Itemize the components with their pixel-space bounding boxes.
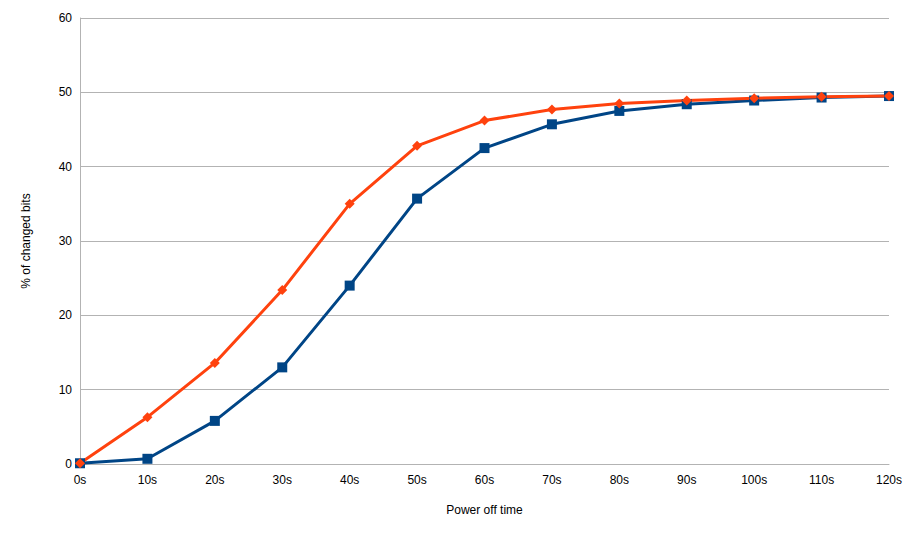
- svg-text:10s: 10s: [138, 473, 157, 487]
- svg-text:100s: 100s: [741, 473, 767, 487]
- svg-text:50s: 50s: [407, 473, 426, 487]
- svg-text:10: 10: [59, 383, 73, 397]
- svg-text:60: 60: [59, 11, 73, 25]
- svg-text:0s: 0s: [74, 473, 87, 487]
- svg-text:20: 20: [59, 308, 73, 322]
- svg-text:80s: 80s: [610, 473, 629, 487]
- svg-text:30s: 30s: [273, 473, 292, 487]
- svg-text:% of changed bits: % of changed bits: [19, 193, 33, 288]
- svg-text:30: 30: [59, 234, 73, 248]
- svg-text:70s: 70s: [542, 473, 561, 487]
- svg-text:0: 0: [65, 457, 72, 471]
- svg-text:40s: 40s: [340, 473, 359, 487]
- svg-text:110s: 110s: [809, 473, 834, 487]
- svg-text:60s: 60s: [475, 473, 494, 487]
- svg-text:120s: 120s: [876, 473, 902, 487]
- svg-text:90s: 90s: [677, 473, 696, 487]
- svg-text:50: 50: [59, 85, 73, 99]
- svg-text:20s: 20s: [205, 473, 224, 487]
- svg-text:40: 40: [59, 160, 73, 174]
- svg-text:Power off time: Power off time: [446, 503, 523, 517]
